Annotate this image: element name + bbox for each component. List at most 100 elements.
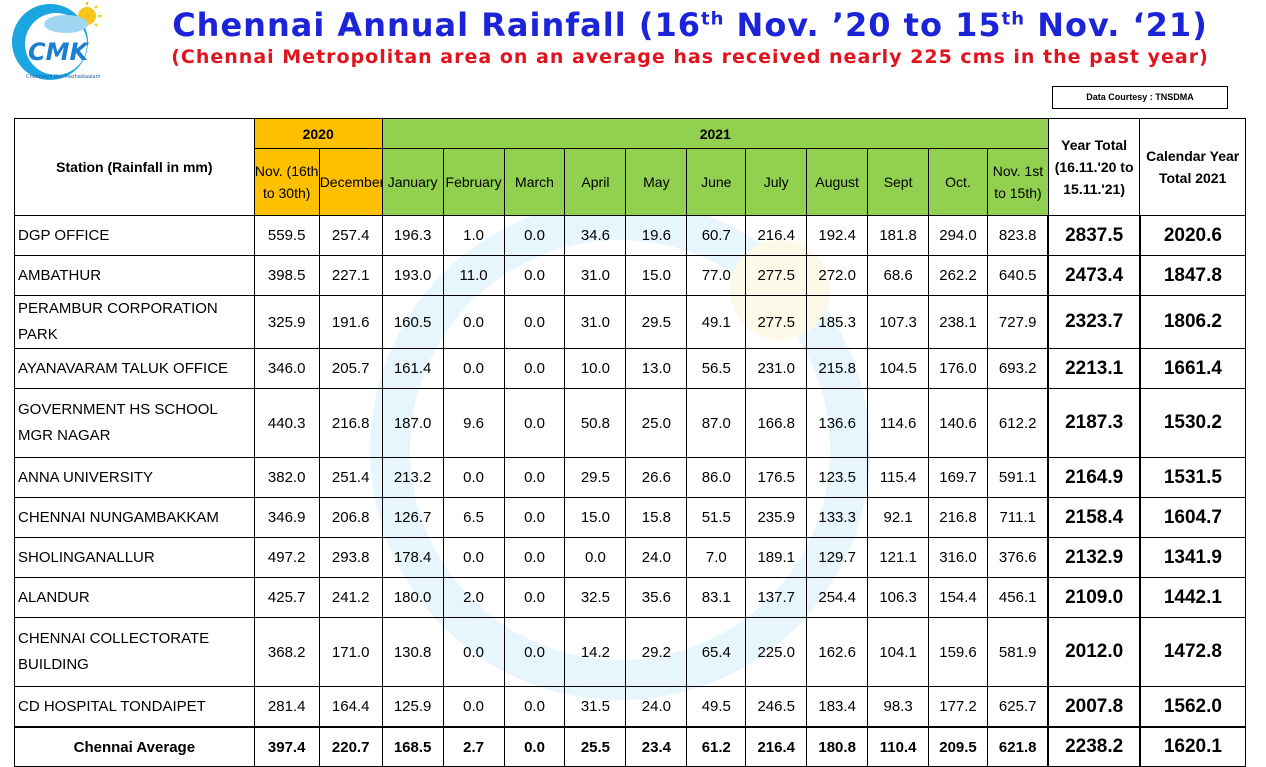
month-header: June [686, 148, 747, 216]
rainfall-value: 162.6 [806, 617, 869, 687]
month-header: March [503, 148, 566, 216]
rainfall-value: 13.0 [625, 348, 688, 389]
rainfall-value: 0.0 [442, 348, 505, 389]
rainfall-value: 49.1 [686, 295, 747, 349]
calendar-total-header: Calendar Year Total 2021 [1139, 118, 1246, 216]
rainfall-value: 23.4 [625, 726, 688, 767]
calendar-total-value: 1604.7 [1138, 497, 1246, 538]
rainfall-value: 29.5 [564, 457, 627, 498]
rainfall-value: 176.0 [928, 348, 988, 389]
rainfall-value: 31.0 [564, 295, 627, 349]
average-row: Chennai Average 397.4 220.7 168.5 2.7 0.0 25.5… [14, 726, 1246, 767]
rainfall-value: 86.0 [686, 457, 747, 498]
svg-text:Chennaiyil Oru Mazhaikaalam: Chennaiyil Oru Mazhaikaalam [26, 74, 101, 80]
rainfall-value: 25.5 [564, 726, 627, 767]
rainfall-value: 29.2 [625, 617, 688, 687]
table-row: PERAMBUR CORPORATION PARK 325.9 191.6 160.5… [14, 295, 1246, 349]
rainfall-value: 425.7 [253, 577, 320, 618]
rainfall-value: 0.0 [503, 577, 566, 618]
rainfall-value: 257.4 [318, 215, 383, 256]
rainfall-value: 50.8 [564, 388, 627, 458]
rainfall-value: 346.9 [253, 497, 320, 538]
rainfall-value: 220.7 [318, 726, 383, 767]
month-header: August [806, 148, 869, 216]
rainfall-value: 32.5 [564, 577, 627, 618]
rainfall-value: 0.0 [442, 537, 505, 578]
calendar-total-value: 1661.4 [1138, 348, 1246, 389]
rainfall-value: 177.2 [928, 686, 988, 728]
rainfall-value: 823.8 [986, 215, 1049, 256]
table-row: ANNA UNIVERSITY 382.0 251.4 213.2 0.0 0.0 29.5… [14, 457, 1246, 498]
rainfall-value: 262.2 [928, 255, 988, 296]
rainfall-value: 15.0 [564, 497, 627, 538]
rainfall-value: 272.0 [806, 255, 869, 296]
rainfall-value: 180.8 [806, 726, 869, 767]
year-total-value: 2132.9 [1047, 537, 1141, 578]
year-total-value: 2109.0 [1047, 577, 1141, 618]
rainfall-value: 581.9 [986, 617, 1049, 687]
station-name: GOVERNMENT HS SCHOOL MGR NAGAR [14, 388, 255, 458]
rainfall-value: 159.6 [928, 617, 988, 687]
rainfall-value: 196.3 [381, 215, 444, 256]
rainfall-value: 19.6 [625, 215, 688, 256]
rainfall-value: 0.0 [503, 457, 566, 498]
rainfall-value: 246.5 [745, 686, 808, 728]
rainfall-value: 727.9 [986, 295, 1049, 349]
rainfall-value: 130.8 [381, 617, 444, 687]
rainfall-value: 137.7 [745, 577, 808, 618]
year-total-value: 2007.8 [1047, 686, 1141, 728]
rainfall-value: 24.0 [625, 537, 688, 578]
rainfall-value: 125.9 [381, 686, 444, 728]
rainfall-value: 15.8 [625, 497, 688, 538]
rainfall-value: 0.0 [564, 537, 627, 578]
month-header: April [564, 148, 627, 216]
month-header: Oct. [928, 148, 988, 216]
month-header: January [381, 148, 444, 216]
rainfall-value: 136.6 [806, 388, 869, 458]
rainfall-value: 31.0 [564, 255, 627, 296]
rainfall-value: 0.0 [503, 348, 566, 389]
rainfall-value: 92.1 [867, 497, 930, 538]
rainfall-value: 110.4 [867, 726, 930, 767]
table-row: GOVERNMENT HS SCHOOL MGR NAGAR 440.3 216.8… [14, 388, 1246, 458]
station-name: DGP OFFICE [14, 215, 255, 256]
rainfall-value: 83.1 [686, 577, 747, 618]
rainfall-value: 216.8 [928, 497, 988, 538]
rainfall-value: 192.4 [806, 215, 869, 256]
rainfall-value: 591.1 [986, 457, 1049, 498]
year-total-value: 2323.7 [1047, 295, 1141, 349]
month-header: February [442, 148, 505, 216]
rainfall-value: 168.5 [381, 726, 444, 767]
rainfall-value: 376.6 [986, 537, 1049, 578]
rainfall-value: 397.4 [253, 726, 320, 767]
table-row: SHOLINGANALLUR 497.2 293.8 178.4 0.0 0.0 0.0 24… [14, 537, 1246, 578]
station-header: Station (Rainfall in mm) [14, 118, 255, 216]
rainfall-value: 497.2 [253, 537, 320, 578]
month-header: Sept [867, 148, 930, 216]
rainfall-value: 711.1 [986, 497, 1049, 538]
rainfall-value: 0.0 [442, 457, 505, 498]
rainfall-value: 0.0 [503, 537, 566, 578]
rainfall-value: 24.0 [625, 686, 688, 728]
rainfall-value: 277.5 [745, 255, 808, 296]
rainfall-value: 68.6 [867, 255, 930, 296]
rainfall-value: 216.8 [318, 388, 383, 458]
rainfall-value: 216.4 [745, 215, 808, 256]
rainfall-value: 129.7 [806, 537, 869, 578]
rainfall-value: 693.2 [986, 348, 1049, 389]
rainfall-value: 293.8 [318, 537, 383, 578]
station-name: ANNA UNIVERSITY [14, 457, 255, 498]
rainfall-value: 191.6 [318, 295, 383, 349]
rainfall-value: 6.5 [442, 497, 505, 538]
calendar-total-value: 1562.0 [1138, 686, 1246, 728]
rainfall-value: 176.5 [745, 457, 808, 498]
rainfall-value: 1.0 [442, 215, 505, 256]
rainfall-value: 154.4 [928, 577, 988, 618]
data-courtesy: Data Courtesy : TNSDMA [1052, 86, 1228, 109]
rainfall-value: 114.6 [867, 388, 930, 458]
station-name: Chennai Average [14, 726, 255, 767]
month-header: July [745, 148, 808, 216]
month-header: Nov. 1st to 15th) [986, 148, 1049, 216]
rainfall-value: 277.5 [745, 295, 808, 349]
station-name: ALANDUR [14, 577, 255, 618]
